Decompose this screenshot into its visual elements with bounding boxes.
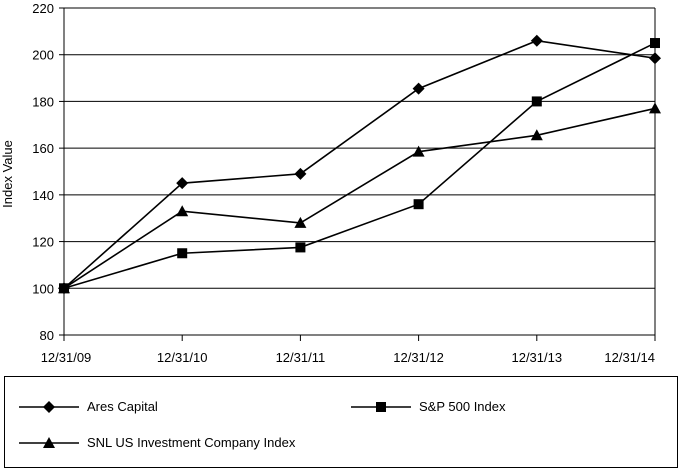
- triangle-marker: [530, 129, 543, 141]
- y-tick-label: 200: [32, 48, 54, 63]
- line-chart: Index Value 80 100 120 140 160 180 200 220 12/3…: [0, 1, 661, 365]
- square-marker-icon: [351, 401, 411, 412]
- legend-item-snl: SNL US Investment Company Index: [19, 435, 295, 450]
- x-tick-label: 12/31/12: [393, 350, 444, 365]
- square-marker: [531, 96, 542, 107]
- triangle-marker: [649, 102, 661, 114]
- y-tick-label: 100: [32, 281, 54, 296]
- series-markers: [58, 34, 661, 295]
- series-line-1: [63, 42, 656, 290]
- y-tick-label: 160: [32, 141, 54, 156]
- legend: Ares Capital S&P 500 Index SNL US Invest…: [4, 376, 678, 468]
- triangle-marker: [58, 282, 70, 294]
- x-tick-label: 12/31/10: [157, 350, 208, 365]
- series-line-0: [63, 39, 656, 289]
- square-marker: [650, 38, 660, 49]
- legend-item-ares-capital: Ares Capital: [19, 399, 158, 414]
- diamond-marker-icon: [19, 400, 79, 413]
- x-tick-label: 12/31/09: [41, 350, 92, 365]
- axes: [59, 7, 656, 341]
- y-tick-label: 180: [32, 94, 54, 109]
- series-line-2: [63, 107, 656, 289]
- x-tick-label: 12/31/13: [511, 350, 562, 365]
- square-marker: [413, 199, 424, 210]
- x-tick-label: 12/31/11: [276, 350, 326, 365]
- y-tick-labels: 80 100 120 140 160 180 200 220: [32, 1, 54, 343]
- diamond-marker: [530, 34, 543, 47]
- triangle-marker: [176, 205, 189, 217]
- triangle-marker: [412, 145, 425, 157]
- square-marker: [177, 248, 188, 259]
- y-tick-label: 140: [32, 188, 54, 203]
- x-tick-label: 12/31/14: [604, 350, 655, 365]
- y-tick-label: 80: [40, 328, 54, 343]
- series-lines: [63, 39, 656, 290]
- legend-label: S&P 500 Index: [419, 399, 506, 414]
- legend-item-sp500: S&P 500 Index: [351, 399, 506, 414]
- legend-label: SNL US Investment Company Index: [87, 435, 296, 450]
- diamond-marker: [412, 82, 425, 95]
- x-tick-labels: 12/31/09 12/31/10 12/31/11 12/31/12 12/31/13…: [41, 350, 655, 365]
- square-marker: [295, 242, 306, 253]
- grid-lines: [64, 7, 655, 336]
- y-axis-label: Index Value: [0, 140, 15, 208]
- y-tick-label: 120: [32, 235, 54, 250]
- triangle-marker: [294, 216, 307, 228]
- diamond-marker: [294, 167, 307, 180]
- diamond-marker: [649, 52, 661, 65]
- y-tick-label: 220: [32, 1, 54, 16]
- legend-label: Ares Capital: [87, 399, 158, 414]
- triangle-marker-icon: [19, 436, 79, 448]
- diamond-marker: [176, 177, 189, 190]
